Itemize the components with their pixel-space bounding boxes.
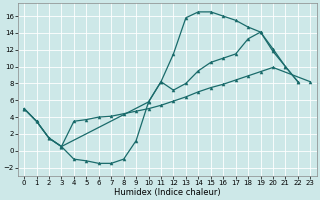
X-axis label: Humidex (Indice chaleur): Humidex (Indice chaleur) xyxy=(114,188,220,197)
